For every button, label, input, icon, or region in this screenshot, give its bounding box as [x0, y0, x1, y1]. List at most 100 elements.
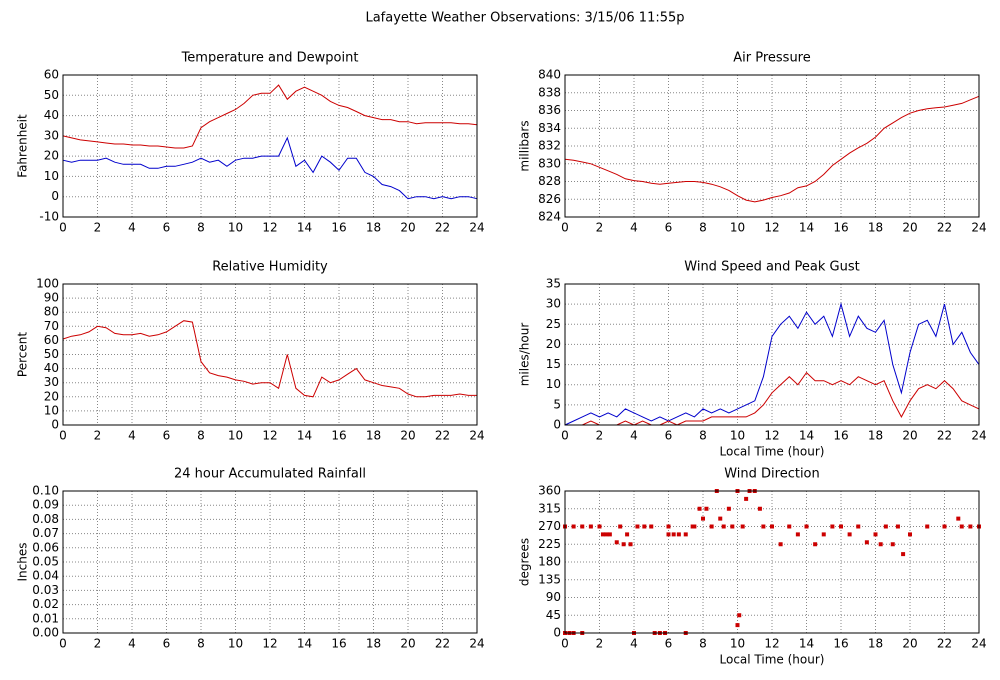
- x-tick-label: 8: [699, 429, 707, 443]
- x-tick-label: 20: [400, 429, 415, 443]
- data-point: [614, 540, 619, 545]
- y-tick-label: 0.09: [32, 498, 59, 512]
- x-tick-label: 10: [228, 221, 243, 235]
- y-tick-label: 180: [538, 555, 561, 569]
- data-point: [666, 524, 671, 529]
- data-point: [692, 524, 697, 529]
- y-axis-label: Fahrenheit: [16, 114, 30, 178]
- data-point: [730, 524, 735, 529]
- data-point: [740, 524, 745, 529]
- data-point: [597, 524, 602, 529]
- x-tick-label: 0: [59, 221, 67, 235]
- y-tick-label: 25: [546, 317, 561, 331]
- page-title: Lafayette Weather Observations: 3/15/06 …: [365, 11, 684, 26]
- x-tick-label: 20: [902, 429, 917, 443]
- x-tick-label: 2: [94, 429, 102, 443]
- y-tick-label: 60: [44, 333, 59, 347]
- data-point: [607, 532, 612, 537]
- y-tick-label: -10: [39, 210, 59, 224]
- x-tick-label: 24: [971, 221, 986, 235]
- y-tick-label: 10: [546, 377, 561, 391]
- x-tick-label: 16: [331, 637, 346, 651]
- x-tick-label: 4: [128, 637, 136, 651]
- x-tick-label: 20: [902, 221, 917, 235]
- x-tick-label: 6: [665, 637, 673, 651]
- x-tick-label: 12: [764, 429, 779, 443]
- panel-title: Wind Speed and Peak Gust: [684, 260, 859, 275]
- y-tick-label: 0.02: [32, 597, 59, 611]
- x-tick-label: 12: [262, 221, 277, 235]
- x-tick-label: 24: [971, 429, 986, 443]
- x-tick-label: 2: [596, 637, 604, 651]
- x-tick-label: 20: [902, 637, 917, 651]
- y-tick-label: 360: [538, 484, 561, 498]
- x-tick-label: 10: [228, 637, 243, 651]
- data-point: [878, 542, 883, 547]
- data-point: [726, 506, 731, 511]
- data-point: [959, 524, 964, 529]
- y-axis-label: degrees: [518, 538, 532, 586]
- data-point: [628, 542, 633, 547]
- x-tick-label: 6: [665, 429, 673, 443]
- y-tick-label: 10: [44, 403, 59, 417]
- panel: Relative HumidityPercent0102030405060708…: [16, 260, 485, 443]
- data-point: [839, 524, 843, 529]
- data-point: [804, 524, 809, 529]
- x-tick-label: 18: [868, 221, 883, 235]
- data-point: [697, 506, 702, 511]
- x-tick-label: 10: [730, 429, 745, 443]
- panel: 24 hour Accumulated RainfallInches0.000.…: [16, 467, 485, 651]
- data-point: [683, 532, 688, 537]
- y-tick-label: 20: [44, 389, 59, 403]
- panel-title: Relative Humidity: [212, 260, 328, 275]
- x-tick-label: 16: [331, 221, 346, 235]
- y-tick-label: 838: [538, 85, 561, 99]
- data-point: [778, 542, 783, 547]
- data-point: [718, 516, 723, 521]
- x-tick-label: 16: [833, 221, 848, 235]
- data-point: [956, 516, 961, 521]
- x-tick-label: 16: [833, 429, 848, 443]
- x-tick-label: 0: [59, 429, 67, 443]
- x-tick-label: 0: [561, 637, 569, 651]
- x-tick-label: 24: [469, 429, 484, 443]
- data-point: [925, 524, 930, 529]
- data-line: [62, 84, 478, 149]
- data-point: [635, 524, 640, 529]
- x-tick-label: 14: [297, 429, 312, 443]
- y-tick-label: 35: [546, 277, 561, 291]
- y-tick-label: 0.04: [32, 569, 59, 583]
- data-point: [847, 532, 852, 537]
- data-point: [580, 524, 585, 529]
- y-tick-label: 0.01: [32, 611, 59, 625]
- plot-frame: [62, 283, 478, 426]
- y-tick-label: 50: [44, 347, 59, 361]
- y-tick-label: 100: [36, 277, 59, 291]
- data-point: [721, 524, 726, 529]
- data-point: [666, 532, 671, 537]
- data-point: [761, 524, 766, 529]
- y-tick-label: 826: [538, 192, 561, 206]
- x-tick-label: 12: [262, 429, 277, 443]
- data-point: [901, 552, 906, 557]
- y-tick-label: 10: [44, 169, 59, 183]
- data-point: [770, 524, 774, 529]
- data-line: [62, 136, 478, 200]
- x-tick-label: 4: [630, 221, 638, 235]
- x-tick-label: 10: [730, 637, 745, 651]
- data-point: [600, 532, 605, 537]
- y-tick-label: 90: [44, 291, 59, 305]
- y-tick-label: 30: [44, 128, 59, 142]
- x-tick-label: 16: [833, 637, 848, 651]
- x-tick-label: 8: [699, 221, 707, 235]
- y-tick-label: 20: [546, 337, 561, 351]
- y-tick-label: 0.07: [32, 526, 59, 540]
- y-tick-label: 0: [51, 418, 59, 432]
- x-tick-label: 4: [630, 429, 638, 443]
- y-tick-label: 40: [44, 108, 59, 122]
- data-line: [62, 320, 477, 398]
- x-tick-label: 10: [730, 221, 745, 235]
- y-tick-label: 5: [553, 397, 561, 411]
- y-tick-label: 70: [44, 319, 59, 333]
- y-tick-label: 824: [538, 210, 561, 224]
